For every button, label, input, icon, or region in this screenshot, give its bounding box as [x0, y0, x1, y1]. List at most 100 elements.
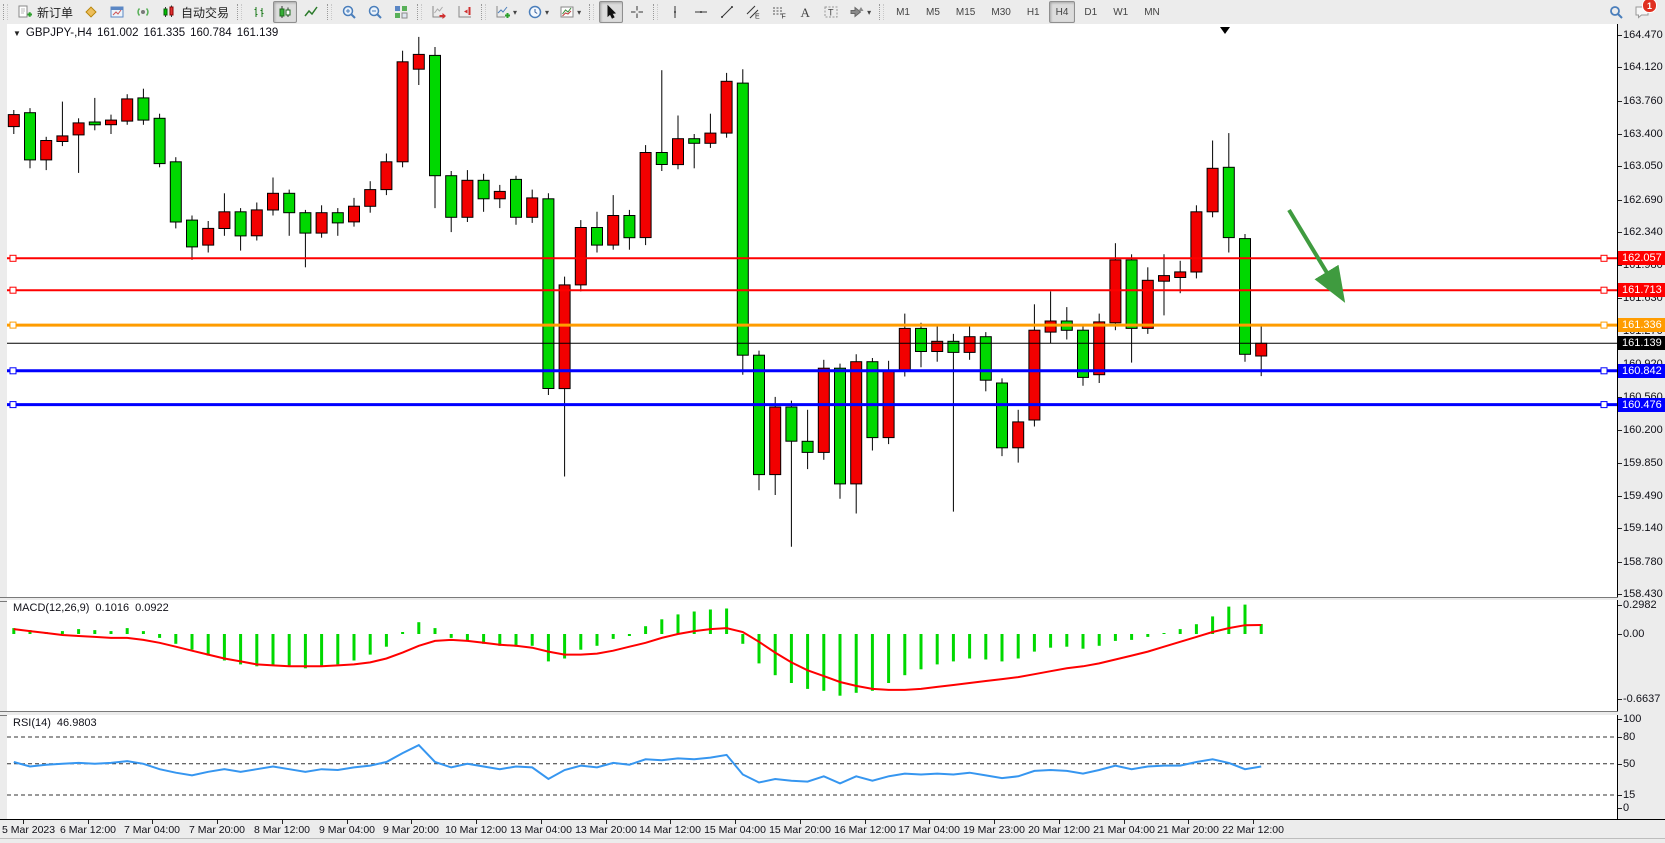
candle — [898, 327, 911, 371]
axis-tick — [1618, 605, 1622, 606]
tile-icon — [393, 4, 409, 20]
price-axis[interactable]: 164.470 164.120 163.760 163.400 163.050 162.6… — [1618, 24, 1665, 838]
chart-windows-button[interactable] — [105, 1, 129, 23]
toolbar-group — [336, 0, 414, 24]
equidistant-channel-button[interactable]: E — [741, 1, 765, 23]
macd-canvas[interactable] — [7, 600, 1617, 711]
candle — [218, 211, 231, 230]
candle — [1206, 167, 1219, 213]
axis-tick — [88, 820, 89, 824]
vertical-line-button[interactable] — [663, 1, 687, 23]
trendline-button[interactable] — [715, 1, 739, 23]
candle — [1028, 329, 1041, 421]
hline-handle[interactable] — [9, 401, 17, 409]
hline-handle[interactable] — [9, 367, 17, 375]
tab-timeframe-D1[interactable]: D1 — [1084, 6, 1098, 18]
axis-tick — [1618, 430, 1622, 431]
bar-chart-mode-button[interactable] — [247, 1, 271, 23]
date-tick-label: 13 Mar 20:00 — [575, 824, 637, 836]
hline-handle[interactable] — [1600, 401, 1608, 409]
periods-button[interactable]: ▾ — [523, 1, 553, 23]
candles-icon — [277, 4, 293, 20]
price-tick-label: 163.400 — [1623, 128, 1663, 140]
chevron-down-icon[interactable]: ▾ — [545, 7, 550, 17]
main-chart-canvas[interactable] — [7, 24, 1617, 597]
templates-button[interactable]: ▾ — [555, 1, 585, 23]
signals-button[interactable] — [131, 1, 155, 23]
chevron-down-icon[interactable]: ▼ — [13, 28, 21, 38]
candle — [1109, 259, 1122, 324]
candle — [250, 209, 263, 237]
chart-window: ▼ GBPJPY-,H4 161.002 161.335 160.784 161… — [0, 24, 1665, 843]
zoom-in-button[interactable] — [337, 1, 361, 23]
toolbar-grip[interactable] — [3, 4, 8, 20]
hline-handle[interactable] — [1600, 286, 1608, 294]
toolbar-grip[interactable] — [237, 4, 243, 20]
macd-tick-label: 0.2982 — [1623, 599, 1657, 611]
hline-handle[interactable] — [9, 321, 17, 329]
candlestick-mode-button[interactable] — [273, 1, 298, 23]
market-watch-button[interactable] — [79, 1, 103, 23]
toolbar-grip[interactable] — [481, 4, 487, 20]
chevron-down-icon[interactable]: ▾ — [577, 7, 582, 17]
date-tick-label: 16 Mar 12:00 — [834, 824, 896, 836]
fibo-icon: F — [771, 4, 787, 20]
line-chart-mode-button[interactable] — [299, 1, 323, 23]
main-chart-pane[interactable]: ▼ GBPJPY-,H4 161.002 161.335 160.784 161… — [7, 24, 1618, 597]
candle — [40, 140, 53, 161]
macd-pane[interactable]: MACD(12,26,9) 0.1016 0.0922 — [7, 600, 1618, 711]
price-tick-label: 160.200 — [1623, 424, 1663, 436]
auto-trading-button[interactable]: 自动交易 — [157, 1, 233, 23]
tab-timeframe-M30[interactable]: M30 — [991, 6, 1011, 18]
candle — [445, 175, 458, 218]
price-tick-label: 158.430 — [1623, 588, 1663, 600]
tab-timeframe-W1[interactable]: W1 — [1113, 6, 1129, 18]
text-button[interactable]: A — [793, 1, 817, 23]
indicators-button[interactable]: ▾ — [491, 1, 521, 23]
toolbar-grip[interactable] — [879, 4, 885, 20]
tab-timeframe-MN[interactable]: MN — [1144, 6, 1160, 18]
text-label-button[interactable]: T — [819, 1, 843, 23]
tab-timeframe-M1[interactable]: M1 — [896, 6, 910, 18]
toolbar-grip[interactable] — [653, 4, 659, 20]
annotation-arrow[interactable] — [1287, 208, 1346, 303]
rsi-canvas[interactable] — [7, 715, 1617, 819]
cursor-button[interactable] — [599, 1, 624, 23]
tab-timeframe-H1[interactable]: H1 — [1026, 6, 1040, 18]
search-button[interactable] — [1604, 1, 1628, 23]
toolbar-grip[interactable] — [589, 4, 595, 20]
price-level-badge: 161.336 — [1618, 318, 1665, 332]
auto-scroll-button[interactable] — [427, 1, 451, 23]
toolbar-grip[interactable] — [327, 4, 333, 20]
hline-handle[interactable] — [9, 286, 17, 294]
zoom-out-button[interactable] — [363, 1, 387, 23]
chevron-down-icon[interactable]: ▾ — [867, 7, 872, 17]
notifications-button[interactable]: 1 — [1630, 0, 1657, 23]
candle — [720, 80, 733, 134]
toolbar-grip[interactable] — [417, 4, 423, 20]
fibonacci-button[interactable]: F — [767, 1, 791, 23]
hline-handle[interactable] — [1600, 321, 1608, 329]
chevron-down-icon[interactable]: ▾ — [513, 7, 518, 17]
tile-windows-button[interactable] — [389, 1, 413, 23]
chartshift-icon — [457, 4, 473, 20]
tab-timeframe-H4[interactable]: H4 — [1048, 1, 1076, 23]
hline-handle[interactable] — [9, 254, 17, 262]
candle — [753, 354, 765, 476]
time-axis[interactable]: 5 Mar 2023 6 Mar 12:00 7 Mar 04:00 7 Mar 20… — [0, 819, 1665, 839]
chart-window-icon — [109, 4, 125, 20]
rsi-pane[interactable]: RSI(14) 46.9803 — [7, 715, 1618, 819]
hline-handle[interactable] — [1600, 254, 1608, 262]
tab-timeframe-M5[interactable]: M5 — [926, 6, 940, 18]
chart-shift-marker[interactable] — [1220, 27, 1230, 34]
arrows-button[interactable]: ▾ — [845, 1, 875, 23]
candle — [1077, 329, 1089, 378]
rsi-tick-label: 50 — [1623, 758, 1636, 770]
chart-shift-button[interactable] — [453, 1, 477, 23]
crosshair-button[interactable] — [625, 1, 649, 23]
new-order-button[interactable]: 新订单 — [13, 1, 77, 23]
tab-timeframe-M15[interactable]: M15 — [955, 6, 976, 18]
horizontal-line-button[interactable] — [689, 1, 713, 23]
candle — [704, 132, 717, 144]
hline-handle[interactable] — [1600, 367, 1608, 375]
